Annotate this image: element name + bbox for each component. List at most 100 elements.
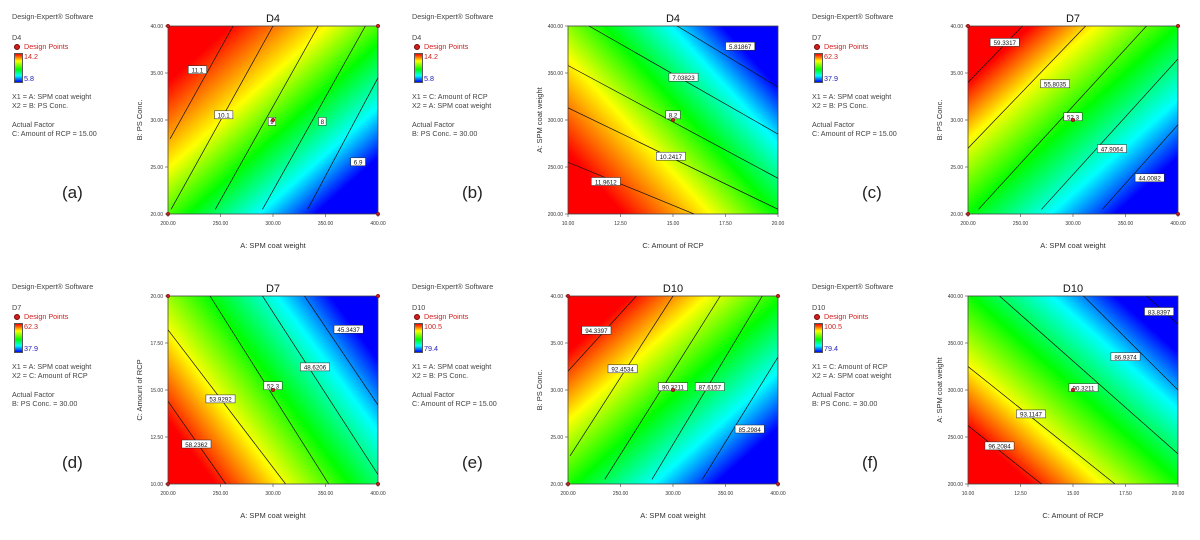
design-points-label: Design Points [812,42,952,51]
legend-info: Design-Expert® Software D10 Design Points 1… [812,282,952,408]
contour-label: 58.2362 [185,442,208,449]
x-tick-label: 200.00 [560,491,576,497]
actual-factor-heading: Actual Factor [12,120,55,129]
x-tick-label: 250.00 [1013,221,1029,227]
color-gradient-bar [14,323,23,353]
actual-factor-heading: Actual Factor [812,390,855,399]
contour-line [978,26,1147,210]
software-label: Design-Expert® Software [812,282,894,291]
actual-factor-heading: Actual Factor [412,120,455,129]
design-point [375,23,381,29]
chart-panel-a: Design-Expert® Software D4 Design Points 14… [0,0,400,270]
y-tick-label: 30.00 [150,118,163,124]
contour-label: 93.1147 [1020,412,1042,419]
design-point [670,387,676,393]
contour-plot: 58.2362 53.9292 52.3 48.6206 45.3437 D7 200.00… [135,283,386,520]
x-axis-label: C: Amount of RCP [1042,511,1103,520]
y-tick-label: 17.50 [150,341,163,347]
contour-label: 9 [270,119,274,126]
x-tick-label: 17.50 [719,221,732,227]
contour-line [168,329,286,484]
contour-label: 85.2984 [739,427,762,434]
x-tick-label: 17.50 [1119,491,1132,497]
x-tick-label: 350.00 [1118,221,1134,227]
contour-label: 8 [321,119,325,126]
x-axis-label: A: SPM coat weight [240,511,306,520]
legend-info: Design-Expert® Software D10 Design Points 1… [412,282,552,408]
y-tick-label: 20.00 [950,212,963,218]
contour-line [307,77,378,210]
x-tick-label: 20.00 [772,221,785,227]
y-axis-label: A: SPM coat weight [935,356,944,422]
contour-label-box [300,362,330,372]
legend-info: Design-Expert® Software D7 Design Points 62… [12,282,152,408]
panel-letter: (a) [62,183,83,202]
design-points-label: Design Points [812,312,952,321]
contour-line [214,26,319,210]
software-label: Design-Expert® Software [412,12,494,21]
contour-label: 11.9612 [595,179,617,186]
software-label: Design-Expert® Software [812,12,894,21]
design-point [270,117,276,123]
contour-label: 92.4534 [611,367,634,374]
design-point [1070,117,1076,123]
factor-x2: X2 = A: SPM coat weight [812,371,892,380]
actual-factor-value: C: Amount of RCP = 15.00 [12,129,97,138]
y-tick-label: 350.00 [548,71,564,77]
contour-line [677,26,778,88]
color-gradient-bar [814,53,823,83]
x-tick-label: 400.00 [1170,221,1186,227]
contour-label: 55.8035 [1044,82,1067,89]
x-tick-label: 250.00 [213,221,229,227]
legend-info: Design-Expert® Software D4 Design Points 14… [12,12,152,138]
y-tick-label: 40.00 [150,24,163,30]
y-tick-label: 400.00 [948,294,964,300]
contour-label-box [205,394,236,404]
legend-high-value: 14.2 [24,52,38,61]
actual-factor-value: C: Amount of RCP = 15.00 [812,129,897,138]
contour-label-box [1068,383,1099,392]
contour-label-box [318,117,327,126]
contour-label: 7.03823 [672,75,695,82]
color-gradient-bar [14,53,23,83]
design-point [270,387,276,393]
x-tick-label: 400.00 [370,221,386,227]
legend-info: Design-Expert® Software D4 Design Points 14… [412,12,552,138]
panel-letter: (e) [462,453,483,472]
contour-label: 8.2 [669,113,678,120]
x-tick-label: 300.00 [265,221,281,227]
y-tick-label: 35.00 [150,71,163,77]
contour-line [169,26,234,139]
y-tick-label: 250.00 [948,435,964,441]
y-tick-label: 30.00 [950,118,963,124]
software-label: Design-Expert® Software [12,282,94,291]
contour-line [1102,124,1178,210]
actual-factor-value: C: Amount of RCP = 15.00 [412,399,497,408]
x-tick-label: 300.00 [1065,221,1081,227]
x-tick-label: 20.00 [1172,491,1185,497]
actual-factor-value: B: PS Conc. = 30.00 [412,129,478,138]
y-tick-label: 350.00 [948,341,964,347]
legend-low-value: 79.4 [424,344,438,353]
factor-x1: X1 = A: SPM coat weight [12,92,92,101]
y-tick-label: 12.50 [150,435,163,441]
chart-title: D4 [666,13,680,25]
contour-label: 59.3317 [994,40,1017,47]
x-tick-label: 400.00 [370,491,386,497]
contour-line [968,366,1116,484]
x-tick-label: 15.00 [667,221,680,227]
factor-x1: X1 = A: SPM coat weight [12,362,92,371]
response-name: D4 [12,33,22,42]
contour-line [304,296,378,406]
contour-label-box [725,41,756,51]
panel-letter: (c) [862,183,882,202]
y-tick-label: 200.00 [948,482,964,488]
contour-line [702,356,778,480]
contour-line [569,296,674,456]
chart-title: D7 [1066,13,1080,25]
actual-factor-heading: Actual Factor [812,120,855,129]
contour-lines [968,296,1178,484]
contour-lines [968,26,1178,210]
contour-label-box [333,325,364,334]
factor-x1: X1 = A: SPM coat weight [412,362,492,371]
